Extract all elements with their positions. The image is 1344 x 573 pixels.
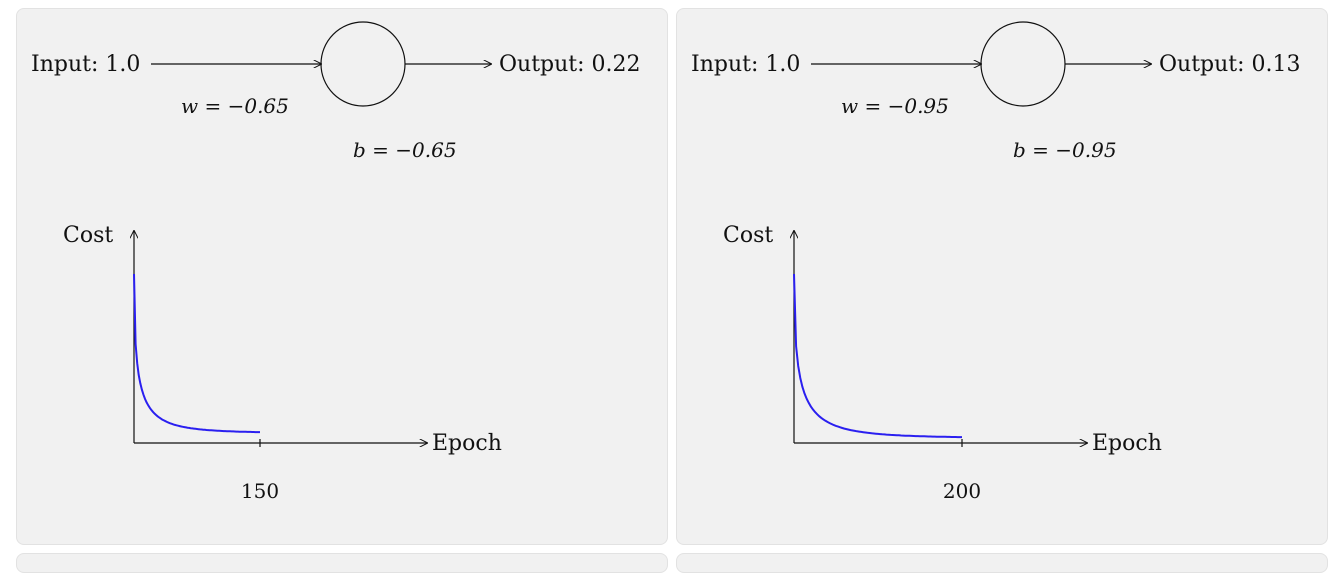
weight-label: w = −0.65 (181, 94, 289, 118)
cost-curve (133, 273, 260, 434)
bias-label: b = −0.95 (1013, 138, 1117, 162)
neuron-circle (980, 21, 1066, 107)
cost-curve (793, 273, 962, 439)
y-axis-label: Cost (63, 223, 113, 248)
output-label: Output: 0.22 (499, 52, 641, 77)
cost-chart: Cost Epoch 150 (63, 223, 502, 503)
input-label: Input: 1.0 (31, 52, 140, 77)
x-tick-label: 150 (241, 479, 279, 503)
next-panel-left (16, 553, 668, 573)
weight-label: w = −0.95 (841, 94, 949, 118)
neuron-panel-right: Input: 1.0 Output: 0.13 w = −0.95 b = −0… (676, 8, 1328, 545)
output-label: Output: 0.13 (1159, 52, 1301, 77)
x-axis-label: Epoch (432, 431, 502, 456)
x-tick-label: 200 (943, 479, 981, 503)
x-axis-label: Epoch (1092, 431, 1162, 456)
y-axis-label: Cost (723, 223, 773, 248)
neuron-diagram-left: Input: 1.0 Output: 0.22 w = −0.65 b = −0… (31, 21, 641, 503)
next-panel-right (676, 553, 1328, 573)
neuron-circle (320, 21, 406, 107)
neuron-panel-left: Input: 1.0 Output: 0.22 w = −0.65 b = −0… (16, 8, 668, 545)
bias-label: b = −0.65 (353, 138, 457, 162)
neuron-diagram-right: Input: 1.0 Output: 0.13 w = −0.95 b = −0… (691, 21, 1301, 503)
cost-chart: Cost Epoch 200 (723, 223, 1162, 503)
input-label: Input: 1.0 (691, 52, 800, 77)
